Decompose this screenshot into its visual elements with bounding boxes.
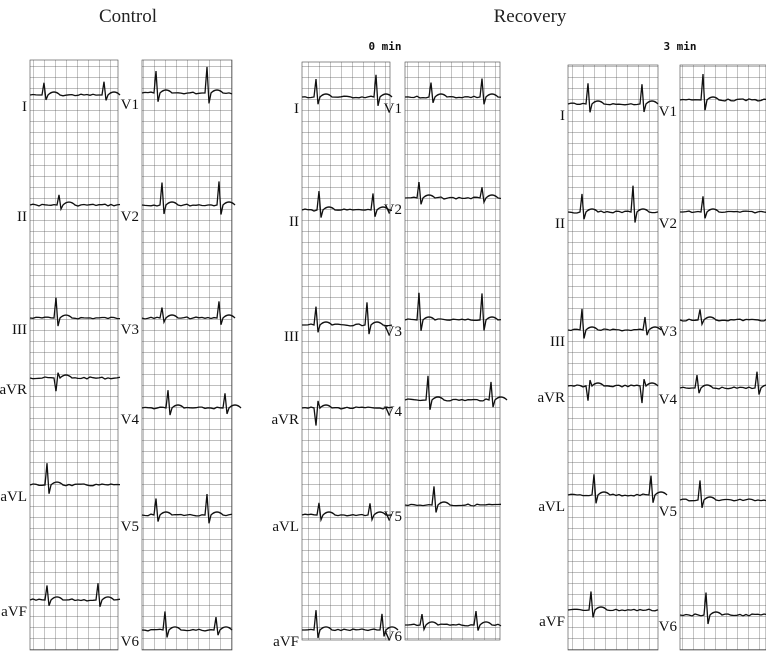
lead-label: V5 (384, 509, 402, 525)
ecg-trace (404, 375, 508, 410)
lead-label: I (22, 99, 27, 115)
lead-label: V3 (121, 322, 139, 338)
ecg-trace (141, 390, 242, 416)
lead-label: aVR (272, 412, 300, 428)
lead-label: V6 (121, 634, 140, 650)
lead-label: III (284, 329, 299, 345)
lead-label: V1 (384, 101, 402, 117)
lead-label: III (550, 334, 565, 350)
lead-label: V1 (659, 104, 677, 120)
lead-label: aVL (272, 519, 299, 535)
time-label: 3 min (663, 40, 696, 53)
lead-label: aVR (538, 390, 566, 406)
lead-label: V4 (659, 392, 678, 408)
lead-label: V5 (121, 519, 139, 535)
ecg-trace (567, 378, 659, 404)
lead-label: V6 (659, 619, 678, 635)
time-label: 0 min (368, 40, 401, 53)
ecg-trace (404, 182, 502, 205)
ecg-trace (302, 302, 393, 335)
lead-label: V4 (384, 404, 403, 420)
lead-label: aVF (273, 634, 299, 650)
lead-label: aVL (0, 489, 27, 505)
ecg-trace (567, 308, 662, 339)
lead-label: III (12, 322, 27, 338)
ecg-trace (404, 486, 502, 513)
ecg-trace (141, 611, 233, 638)
ecg-trace (567, 591, 659, 618)
ecg-trace (405, 610, 502, 632)
lead-label: aVL (538, 499, 565, 515)
ecg-trace (141, 494, 233, 524)
lead-label: V2 (659, 216, 677, 232)
ecg-trace (301, 502, 393, 523)
ecg-trace (141, 66, 233, 104)
ecg-trace (141, 301, 236, 325)
ecg-grid (679, 64, 766, 651)
ecg-trace (567, 185, 659, 223)
ecg-grid (301, 61, 391, 641)
ecg-trace (679, 74, 766, 111)
ecg-grid (141, 59, 233, 651)
ecg-trace (29, 463, 121, 494)
ecg-trace (567, 474, 668, 504)
lead-label: aVR (0, 382, 27, 398)
ecg-trace (301, 190, 393, 218)
lead-label: II (17, 209, 27, 225)
ecg-grid (404, 61, 501, 641)
ecg-trace (679, 592, 766, 625)
ecg-trace (679, 309, 766, 327)
ecg-trace (301, 74, 393, 107)
recovery-header: Recovery (494, 6, 567, 27)
lead-label: V3 (384, 324, 402, 340)
lead-label: I (560, 108, 565, 124)
lead-label: V6 (384, 629, 403, 645)
lead-label: V3 (659, 324, 677, 340)
lead-label: II (555, 216, 565, 232)
lead-label: V2 (384, 202, 402, 218)
ecg-trace (404, 292, 502, 331)
ecg-trace (29, 583, 121, 607)
ecg-trace (301, 400, 393, 426)
ecg-trace (679, 371, 766, 395)
ecg-trace (29, 81, 121, 101)
lead-label: V5 (659, 504, 677, 520)
ecg-grid (567, 64, 659, 651)
ecg-trace (141, 181, 236, 215)
ecg-trace (680, 196, 766, 219)
lead-label: I (294, 101, 299, 117)
ecg-trace (29, 372, 121, 392)
lead-label: V4 (121, 412, 140, 428)
lead-label: aVF (539, 614, 565, 630)
ecg-trace (567, 83, 659, 113)
ecg-trace (29, 297, 121, 327)
ecg-trace (679, 480, 766, 508)
lead-label: II (289, 214, 299, 230)
lead-label: aVF (1, 604, 27, 620)
ecg-trace (29, 194, 121, 212)
ecg-trace (302, 610, 399, 639)
ecg-trace (404, 78, 502, 105)
control-header: Control (99, 6, 157, 27)
lead-label: V1 (121, 97, 139, 113)
ecg-grid (29, 59, 119, 651)
lead-label: V2 (121, 209, 139, 225)
